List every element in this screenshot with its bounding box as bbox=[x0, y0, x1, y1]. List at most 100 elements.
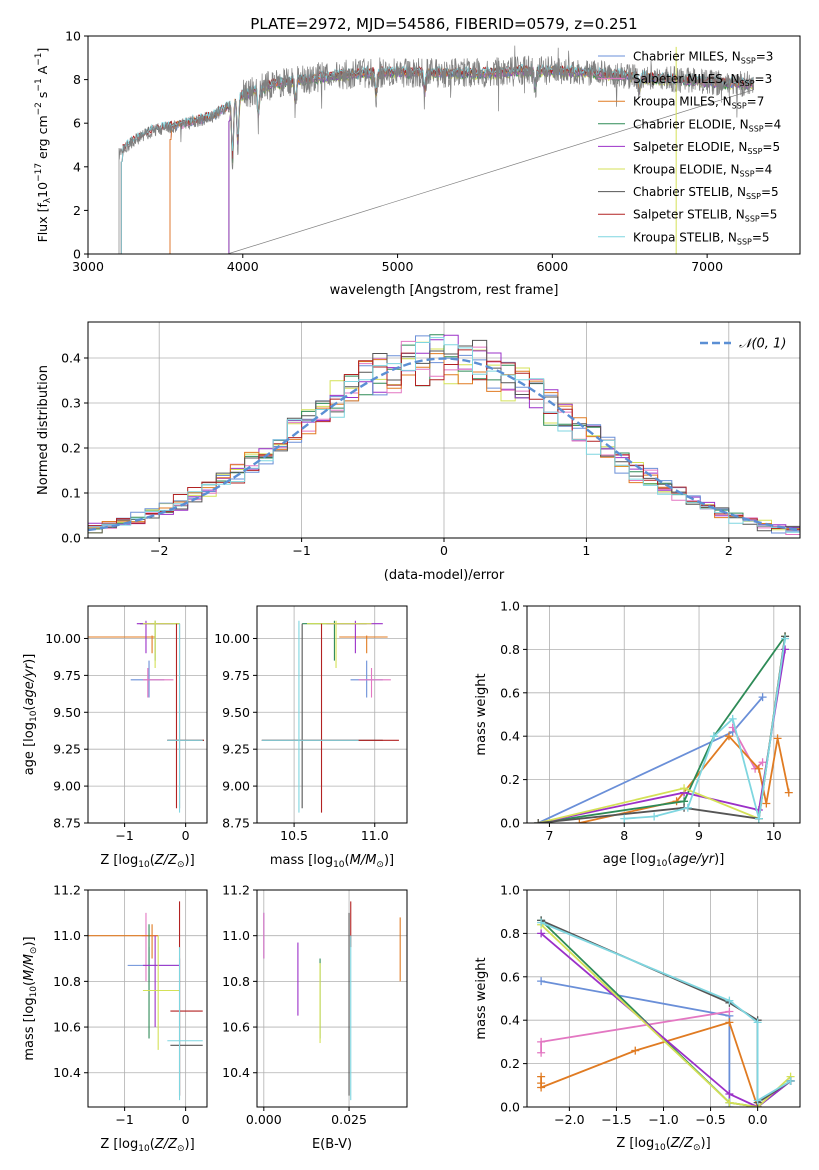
y-tick-label: 0.2 bbox=[61, 441, 81, 456]
y-tick-label: 0.0 bbox=[500, 1100, 520, 1115]
y-tick-label: 0.6 bbox=[500, 685, 520, 700]
y-tick-label: 10.8 bbox=[222, 974, 250, 989]
weight-marker bbox=[773, 734, 782, 743]
y-tick-label: 0.8 bbox=[500, 926, 520, 941]
x-axis-label: wavelength [Angstrom, rest frame] bbox=[330, 283, 559, 298]
data-point bbox=[142, 935, 180, 1028]
axes-mass_vs_EBV: 0.000 0.025 10.4 10.6 10.8 11.0 11.2 bbox=[222, 883, 408, 1127]
y-axis-label: mass weight bbox=[474, 673, 489, 755]
x-tick-label: 3000 bbox=[72, 259, 104, 274]
weight-line bbox=[624, 638, 786, 820]
x-tick-label: 5000 bbox=[382, 259, 414, 274]
weight-marker bbox=[537, 1083, 546, 1092]
y-tick-label: 10.4 bbox=[222, 1065, 250, 1080]
data-point bbox=[339, 635, 388, 654]
weight-marker bbox=[537, 1048, 546, 1057]
y-tick-label: 0.3 bbox=[61, 396, 81, 411]
y-tick-label: 10.4 bbox=[53, 1065, 81, 1080]
y-tick-label: 9.50 bbox=[53, 705, 81, 720]
weight-marker bbox=[724, 732, 733, 741]
weight-marker bbox=[725, 1007, 734, 1016]
weight-marker bbox=[753, 1096, 762, 1105]
weight-marker bbox=[631, 1046, 640, 1055]
data-point bbox=[302, 620, 367, 661]
weight-line bbox=[540, 919, 792, 1107]
x-tick-label: 1 bbox=[582, 543, 590, 558]
axes-spectrum: 3000 4000 5000 6000 7000 0 2 4 6 8 10 wavelength [A… bbox=[34, 29, 801, 298]
y-tick-label: 2 bbox=[73, 203, 81, 218]
weight-line bbox=[540, 924, 792, 1107]
y-tick-label: 9.75 bbox=[222, 668, 250, 683]
weight-marker bbox=[725, 1089, 734, 1098]
legend-entry: Salpeter STELIB, NSSP=5 bbox=[633, 208, 777, 224]
weight-marker bbox=[680, 784, 689, 793]
weight-line bbox=[538, 636, 786, 823]
x-tick-label: 0 bbox=[182, 828, 190, 843]
data-point bbox=[141, 912, 159, 982]
axes-frame bbox=[256, 605, 408, 824]
y-tick-label: 0.2 bbox=[500, 772, 520, 787]
x-tick-label: 9 bbox=[695, 828, 703, 843]
legend-entry: Kroupa ELODIE, NSSP=4 bbox=[633, 163, 772, 179]
y-tick-label: 9.75 bbox=[53, 668, 81, 683]
x-tick-label: 0 bbox=[440, 543, 448, 558]
x-tick-label: 0 bbox=[182, 1112, 190, 1127]
weight-marker bbox=[754, 764, 763, 773]
y-tick-label: 8.75 bbox=[222, 816, 250, 831]
data-point bbox=[88, 635, 156, 654]
y-axis-label: Normed distribution bbox=[36, 365, 51, 495]
plot-area bbox=[537, 916, 795, 1107]
y-tick-label: 8.75 bbox=[53, 816, 81, 831]
data-point bbox=[358, 668, 391, 698]
data-point bbox=[261, 623, 399, 813]
data-point bbox=[307, 620, 372, 668]
observed-spectrum-line bbox=[118, 45, 754, 254]
axes-age_vs_Z: −1 0 8.75 9.00 9.25 9.50 9.75 10.00 Z [log10(Z/Z… bbox=[22, 605, 208, 870]
axes-age_vs_mass: 10.5 11.0 8.75 9.00 9.25 9.50 9.75 10.00 mass [l… bbox=[214, 605, 408, 870]
axes-frame bbox=[87, 35, 801, 255]
legend-entry: Chabrier ELODIE, NSSP=4 bbox=[633, 117, 781, 133]
data-point bbox=[142, 935, 180, 1050]
legend-entry: Chabrier STELIB, NSSP=5 bbox=[633, 185, 779, 201]
weight-line bbox=[537, 636, 786, 823]
y-tick-label: 10.00 bbox=[45, 631, 81, 646]
plot-area bbox=[534, 632, 793, 823]
plot-area bbox=[263, 901, 401, 1101]
y-tick-label: 9.50 bbox=[222, 705, 250, 720]
weight-marker bbox=[534, 819, 543, 823]
model-spectrum-line bbox=[120, 63, 754, 254]
x-tick-label: 8 bbox=[620, 828, 628, 843]
weight-marker bbox=[781, 634, 790, 643]
y-tick-label: 9.00 bbox=[53, 779, 81, 794]
x-axis-label: age [log10(age/yr)] bbox=[603, 852, 725, 869]
y-tick-label: 0.0 bbox=[500, 816, 520, 831]
x-axis-label: Z [log10(Z/Z⊙)] bbox=[100, 1137, 194, 1154]
data-point bbox=[261, 620, 359, 813]
axes-frame bbox=[256, 889, 408, 1108]
gaussian-curve bbox=[88, 357, 800, 532]
x-axis-label: Z [log10(Z/Z⊙)] bbox=[616, 1136, 710, 1153]
weight-marker bbox=[728, 714, 737, 723]
legend-entry: Salpeter MILES, NSSP=3 bbox=[633, 72, 772, 88]
x-axis-label: mass [log10(M/M⊙)] bbox=[270, 853, 394, 870]
data-point bbox=[167, 947, 203, 1101]
data-point bbox=[142, 620, 180, 668]
x-tick-label: 4000 bbox=[227, 259, 259, 274]
weight-line bbox=[540, 1021, 759, 1107]
legend-entry: Kroupa STELIB, NSSP=5 bbox=[633, 230, 770, 246]
y-tick-label: 9.25 bbox=[53, 742, 81, 757]
plot-area bbox=[261, 620, 399, 813]
weight-marker bbox=[537, 977, 546, 986]
plot-area bbox=[88, 334, 800, 535]
x-tick-label: −1 bbox=[115, 1112, 133, 1127]
y-tick-label: 0.2 bbox=[500, 1056, 520, 1071]
y-tick-label: 0.4 bbox=[500, 729, 520, 744]
x-axis-label: (data-model)/error bbox=[384, 568, 505, 583]
histogram-step bbox=[88, 349, 800, 531]
x-tick-label: 6000 bbox=[536, 259, 568, 274]
x-axis-label: E(B-V) bbox=[312, 1137, 352, 1152]
y-tick-label: 0.8 bbox=[500, 642, 520, 657]
y-tick-label: 10 bbox=[65, 29, 81, 44]
legend: Chabrier MILES, NSSP=3 Salpeter MILES, NS… bbox=[598, 50, 781, 246]
weight-marker bbox=[650, 812, 659, 821]
